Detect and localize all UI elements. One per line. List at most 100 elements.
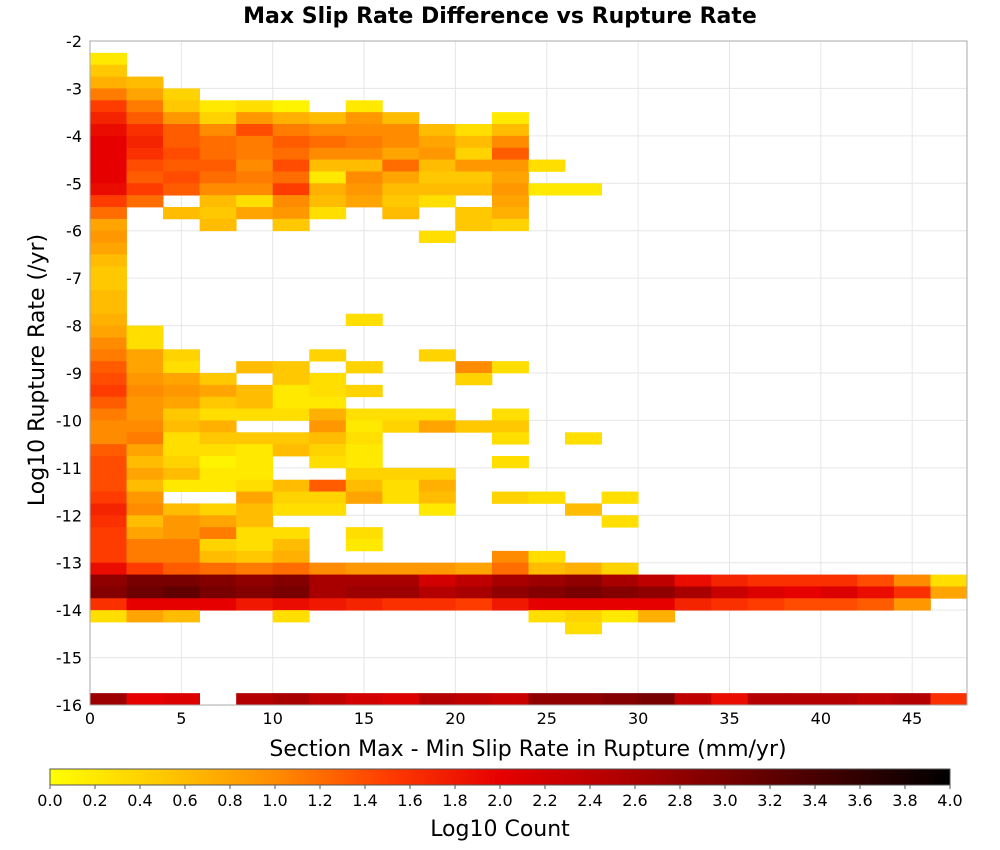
heatmap-cell	[455, 171, 493, 184]
heatmap-cell	[90, 207, 127, 220]
heatmap-cell	[199, 562, 237, 575]
heatmap-cell	[163, 349, 201, 362]
heatmap-cell	[455, 361, 493, 374]
heatmap-cell	[638, 598, 676, 611]
heatmap-cell	[90, 432, 127, 445]
heatmap-cell	[674, 574, 712, 587]
heatmap-cell	[345, 408, 383, 421]
y-tick-label: -5	[66, 174, 82, 193]
heatmap-cell	[601, 598, 639, 611]
heatmap-cell	[345, 598, 383, 611]
heatmap-cell	[491, 361, 529, 374]
heatmap-cell	[90, 693, 127, 706]
heatmap-cell	[528, 183, 566, 196]
heatmap-cell	[199, 183, 237, 196]
heatmap-cell	[491, 135, 529, 149]
heatmap-cell	[601, 515, 639, 528]
colorbar-tick-label: 0.4	[127, 791, 152, 810]
heatmap-cell	[345, 693, 383, 706]
heatmap-cell	[199, 396, 237, 409]
heatmap-cell	[126, 337, 164, 350]
x-tick-label: 5	[176, 709, 186, 728]
heatmap-cell	[455, 693, 493, 706]
heatmap-cell	[90, 361, 127, 374]
heatmap-cell	[491, 112, 529, 125]
heatmap-cell	[126, 420, 164, 433]
heatmap-cell	[528, 550, 566, 564]
heatmap-cell	[236, 147, 274, 160]
heatmap-cell	[90, 610, 127, 623]
heatmap-cell	[565, 574, 602, 587]
heatmap-cell	[345, 183, 383, 196]
heatmap-cell	[126, 515, 164, 528]
heatmap-cell	[309, 159, 347, 172]
heatmap-cell	[163, 467, 201, 481]
heatmap-cell	[491, 207, 529, 220]
heatmap-cell	[345, 562, 383, 575]
heatmap-cell	[345, 479, 383, 492]
heatmap-cell	[199, 432, 237, 445]
heatmap-cell	[90, 100, 127, 113]
heatmap-cell	[236, 444, 274, 457]
heatmap-cell	[528, 610, 566, 623]
heatmap-cell	[126, 88, 164, 101]
x-tick-label: 20	[445, 709, 465, 728]
heatmap-cell	[236, 195, 274, 208]
heatmap-cell	[491, 171, 529, 184]
heatmap-cell	[163, 598, 201, 611]
heatmap-cell	[90, 373, 127, 386]
heatmap-cell	[601, 562, 639, 575]
heatmap-cell	[272, 183, 310, 196]
heatmap-cell	[345, 159, 383, 172]
heatmap-cell	[418, 479, 456, 492]
colorbar-tick-label: 0.2	[82, 791, 107, 810]
colorbar-tick-labels: 0.0 0.2 0.4 0.6 0.8 1.0 1.2 1.4 1.6 1.8 2.0 2.2 2.4 2…	[37, 785, 963, 810]
heatmap-cell	[382, 171, 420, 184]
heatmap-cell	[126, 408, 164, 421]
heatmap-cell	[236, 586, 274, 599]
heatmap-cell	[382, 562, 420, 575]
heatmap-cells	[90, 52, 968, 706]
heatmap-cell	[236, 408, 274, 421]
heatmap-cell	[601, 574, 639, 587]
heatmap-cell	[272, 112, 310, 125]
heatmap-cell	[711, 693, 749, 706]
heatmap-cell	[382, 491, 420, 504]
heatmap-cell	[272, 444, 310, 457]
heatmap-cell	[455, 124, 493, 137]
heatmap-cell	[90, 183, 127, 196]
heatmap-cell	[236, 503, 274, 516]
heatmap-cell	[345, 124, 383, 137]
heatmap-cell	[309, 456, 347, 469]
heatmap-cell	[382, 124, 420, 137]
heatmap-cell	[163, 432, 201, 445]
heatmap-cell	[382, 479, 420, 492]
heatmap-cell	[455, 420, 493, 433]
heatmap-cell	[565, 432, 602, 445]
heatmap-cell	[491, 598, 529, 611]
y-tick-label: -9	[66, 364, 82, 383]
colorbar-tick-label: 1.4	[352, 791, 377, 810]
heatmap-cell	[163, 456, 201, 469]
heatmap-cell	[491, 586, 529, 599]
heatmap-cell	[90, 396, 127, 409]
heatmap-cell	[126, 361, 164, 374]
heatmap-cell	[126, 384, 164, 398]
heatmap-cell	[638, 693, 676, 706]
heatmap-cell	[382, 207, 420, 220]
heatmap-cell	[345, 112, 383, 125]
heatmap-cell	[163, 527, 201, 540]
heatmap-cell	[418, 586, 456, 599]
heatmap-cell	[90, 444, 127, 457]
heatmap-cell	[199, 515, 237, 528]
heatmap-cell	[309, 207, 347, 220]
colorbar-tick-label: 0.0	[37, 791, 62, 810]
heatmap-cell	[418, 159, 456, 172]
heatmap-cell	[309, 503, 347, 516]
heatmap-cell	[236, 491, 274, 504]
colorbar	[49, 768, 951, 786]
x-tick-label: 35	[719, 709, 739, 728]
heatmap-cell	[272, 586, 310, 599]
heatmap-cell	[199, 100, 237, 113]
